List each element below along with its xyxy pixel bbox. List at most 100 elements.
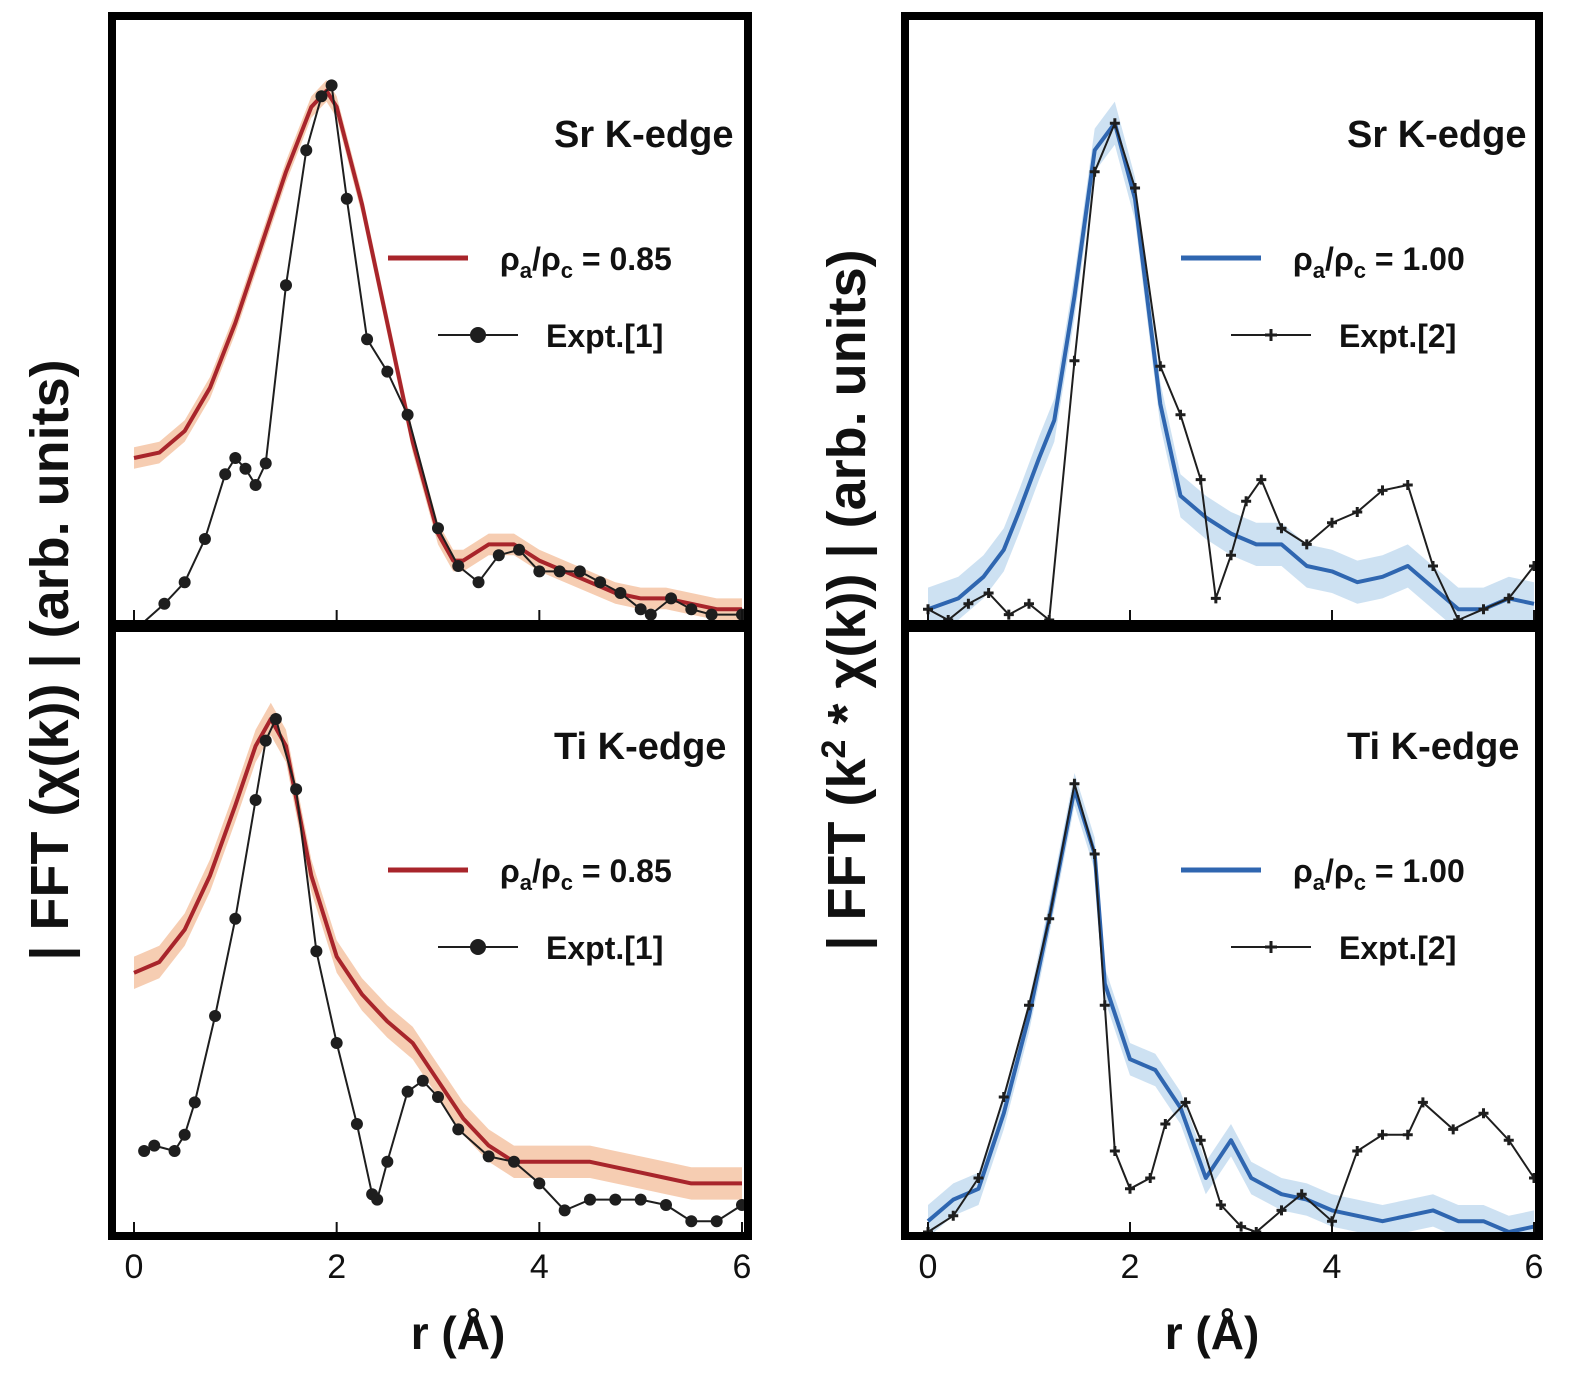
legend-expt-label: Expt.[1]: [546, 318, 663, 354]
experiment-point: [533, 1177, 546, 1190]
experiment-point: [1195, 1135, 1206, 1146]
experiment-point: [1155, 361, 1166, 372]
experiment-point: [1402, 480, 1413, 490]
legend-sim-rho: ρ: [1293, 241, 1313, 277]
experiment-point: [1241, 496, 1252, 507]
experiment-point: [1327, 517, 1337, 528]
panel-title: Ti K-edge: [554, 726, 726, 768]
experiment-point: [1024, 598, 1034, 609]
experiment-point: [1301, 539, 1312, 550]
experiment-point: [249, 479, 262, 491]
experiment-point: [330, 1037, 343, 1049]
experiment-point: [452, 560, 465, 572]
experiment-point: [513, 543, 526, 556]
experiment-point: [553, 565, 566, 578]
experiment-point: [1377, 1129, 1388, 1140]
left-x-axis-label: r (Å): [411, 1307, 506, 1359]
legend-sim-sep: /ρ: [532, 241, 561, 277]
experiment-point: [361, 333, 374, 346]
legend-sim-sub-c: c: [1354, 258, 1366, 283]
legend-sim-label: ρa/ρc = 0.85: [500, 853, 672, 895]
experiment-point: [1024, 1000, 1034, 1011]
legend-sim-sep: /ρ: [532, 853, 561, 889]
experiment-point: [1276, 1205, 1287, 1216]
experiment-point: [310, 945, 323, 958]
legend-sim-sub-a: a: [520, 870, 533, 895]
experiment-point: [472, 576, 485, 589]
x-tick-label: 4: [1323, 1248, 1342, 1286]
experiment-point: [660, 1199, 672, 1211]
experiment-point: [1044, 913, 1055, 924]
experiment-point: [1377, 485, 1388, 496]
experiment-point: [948, 1210, 959, 1221]
x-tick-label: 6: [733, 1248, 752, 1286]
legend-sim-label: ρa/ρc = 1.00: [1293, 853, 1465, 895]
experiment-point: [1125, 1183, 1135, 1194]
panel-frame: [108, 624, 752, 1240]
experiment-point: [269, 713, 282, 725]
experiment-point: [1195, 474, 1206, 485]
legend-sim-sub-c: c: [1354, 870, 1366, 895]
experiment-point: [1352, 1146, 1363, 1156]
x-tick-label: 2: [1121, 1248, 1140, 1286]
experiment-point: [381, 365, 394, 378]
experiment-line: [927, 783, 1535, 1234]
plot-area: [923, 101, 1539, 624]
experiment-point: [371, 1193, 384, 1206]
experiment-point: [1276, 523, 1287, 534]
experiment-point: [249, 794, 262, 806]
panel-frame: [901, 624, 1543, 1240]
experiment-point: [1352, 507, 1363, 517]
experiment-point: [188, 1096, 201, 1109]
experiment-point: [452, 1123, 465, 1136]
experiment-point: [432, 1091, 444, 1103]
legend-sim-label: ρa/ρc = 0.85: [500, 241, 672, 283]
experiment-point: [973, 1173, 984, 1183]
panel-bottom-right-ti-k-edge: 0 2 4 6 Ti K-edge ρa/ρc = 1.00 Expt.[2]: [901, 624, 1543, 1286]
legend-expt-label: Expt.[2]: [1339, 318, 1456, 354]
uncertainty-band: [928, 773, 1534, 1236]
experiment-point: [1402, 1129, 1413, 1140]
experiment-point: [315, 90, 328, 103]
experiment-point: [381, 1155, 394, 1168]
experiment-point: [401, 408, 414, 421]
simulation-line: [926, 787, 1535, 1234]
panel-top-right-sr-k-edge: Sr K-edge ρa/ρc = 1.00 Expt.[2]: [901, 12, 1543, 628]
experiment-point: [1180, 1097, 1191, 1108]
x-tick-label: 0: [919, 1248, 938, 1286]
experiment-point: [573, 565, 586, 578]
legend-sim-rho: ρ: [500, 241, 520, 277]
experiment-point: [1256, 474, 1267, 485]
right-y-axis-label-suffix: * χ(k)) | (arb. units): [817, 249, 878, 739]
experiment-point: [229, 912, 242, 925]
experiment-point: [340, 192, 353, 205]
experiment-point: [482, 1150, 495, 1163]
experiment-point: [665, 592, 678, 605]
experiment-point: [1417, 1097, 1428, 1108]
experiment-point: [259, 457, 272, 470]
panel-top-left-sr-k-edge: Sr K-edge ρa/ρc = 0.85 Expt.[1]: [108, 12, 752, 628]
simulation-line: [133, 717, 742, 1186]
experiment-point: [609, 1193, 622, 1206]
panel-title: Sr K-edge: [554, 114, 733, 156]
panel-title: Ti K-edge: [1347, 726, 1519, 768]
experiment-point: [1296, 1189, 1307, 1200]
legend-sim-sub-a: a: [1313, 870, 1326, 895]
experiment-point: [401, 1085, 414, 1098]
experiment-point: [998, 1092, 1009, 1102]
experiment-point: [178, 576, 191, 589]
experiment-point: [168, 1145, 181, 1157]
experiment-point: [685, 1215, 698, 1228]
legend-sim-value: = 1.00: [1366, 853, 1465, 889]
experiment-point: [416, 1074, 429, 1087]
experiment-point: [1109, 1146, 1120, 1156]
experiment-point: [1215, 1200, 1226, 1210]
experiment-point: [558, 1204, 571, 1217]
legend-sim-sep: /ρ: [1325, 241, 1354, 277]
legend-sim-rho: ρ: [1293, 853, 1313, 889]
legend-expt-marker: [470, 327, 486, 343]
experiment-point: [1089, 849, 1100, 859]
legend-sim-sub-a: a: [1313, 258, 1326, 283]
experiment-point: [209, 1010, 222, 1022]
